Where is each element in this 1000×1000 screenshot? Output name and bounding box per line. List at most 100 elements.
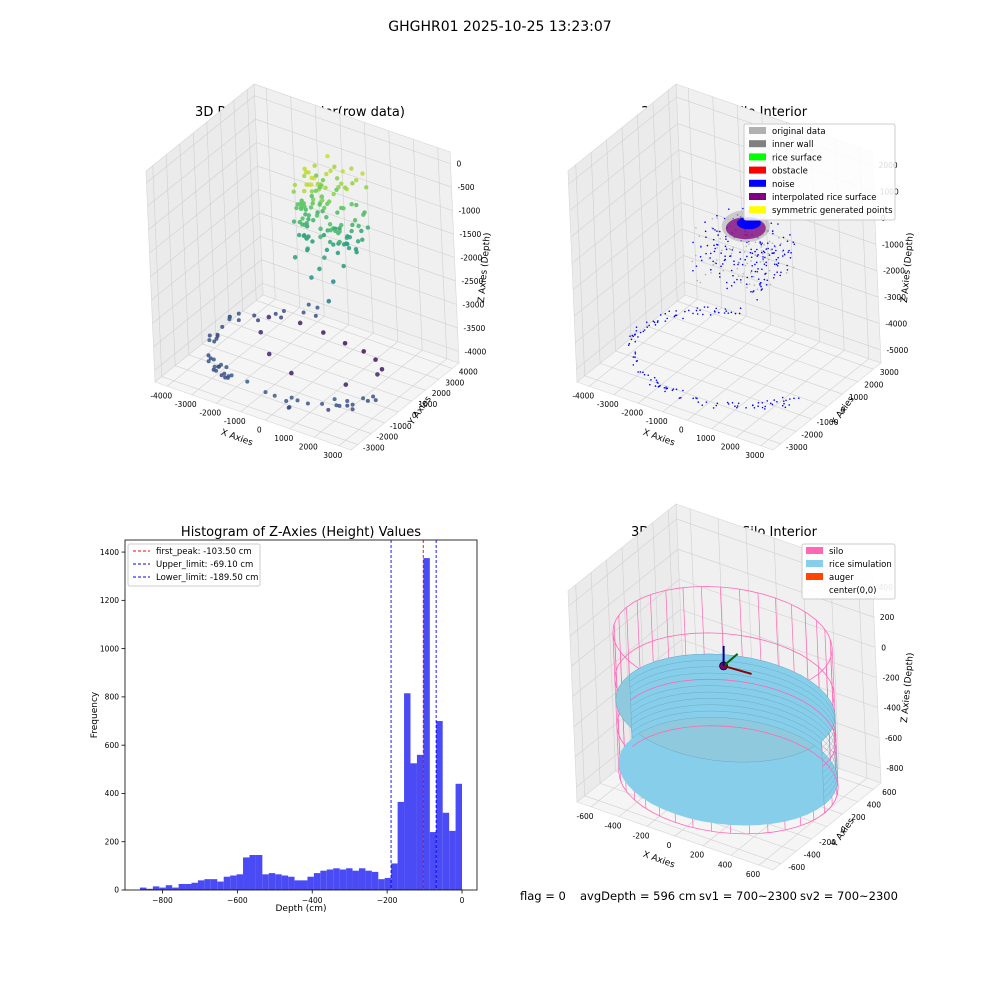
gridline: [637, 115, 647, 327]
noise-point: [751, 275, 753, 278]
noise-point: [699, 255, 702, 258]
noise-point: [647, 374, 650, 376]
gridline: [682, 228, 879, 298]
noise-point: [753, 275, 755, 278]
panel-simulation-xlabel: X Axies: [641, 850, 676, 871]
y-tick-label: 600: [105, 741, 120, 750]
noise-point: [768, 269, 771, 272]
z-tick-label: 200: [880, 613, 895, 622]
y-tick-label: 0: [841, 826, 846, 835]
gridline: [572, 609, 681, 697]
data-point: [306, 213, 312, 218]
gridline: [257, 165, 454, 235]
noise-point: [634, 351, 637, 353]
noise-point: [629, 335, 631, 337]
noise-point: [757, 405, 759, 407]
legend-frame: [801, 543, 896, 600]
noise-point: [688, 309, 690, 312]
legend-swatch: [749, 206, 766, 214]
y-tick-label: 600: [882, 788, 897, 797]
noise-point: [628, 342, 631, 345]
hist-bar: [455, 783, 463, 890]
data-point: [256, 318, 261, 323]
data-point: [350, 402, 355, 407]
data-point: [216, 364, 221, 369]
x-tick-label: −800: [152, 896, 173, 905]
hist-bar: [197, 880, 205, 890]
legend-swatch: [749, 179, 766, 187]
gridline: [680, 609, 877, 678]
legend-label: obstacle: [772, 167, 808, 177]
noise-point: [748, 243, 750, 246]
silo-wire: [831, 648, 839, 788]
noise-point: [763, 278, 766, 281]
noise-point: [716, 214, 718, 217]
panel-histogram-vlines: [390, 540, 437, 890]
data-point: [302, 173, 307, 179]
noise-point: [771, 252, 773, 254]
panel-classify-xlabel: X Axies: [641, 428, 676, 449]
noise-point: [772, 277, 775, 279]
noise-point: [725, 248, 728, 251]
legend-label: symmetric generated points: [772, 206, 893, 216]
hist-bar: [449, 830, 456, 890]
noise-point: [632, 356, 635, 358]
data-point: [296, 232, 302, 238]
noise-point: [665, 387, 667, 390]
noise-point: [763, 251, 766, 254]
noise-point: [739, 258, 742, 260]
gridline: [314, 350, 423, 438]
gridline: [258, 189, 455, 258]
data-point: [272, 393, 277, 398]
noise-point: [737, 263, 739, 266]
legend-label: interpolated rice surface: [772, 193, 877, 203]
gridline: [191, 307, 300, 395]
gridline: [254, 95, 451, 165]
hist-bar: [139, 887, 147, 890]
data-point: [360, 237, 365, 242]
y-tick-label: 1400: [100, 548, 119, 557]
noise-point: [714, 311, 716, 313]
noise-point: [649, 383, 651, 386]
data-point: [335, 210, 340, 215]
noise-point: [744, 264, 747, 267]
z-tick-label: 0: [881, 643, 886, 652]
noise-point: [697, 401, 700, 403]
hist-bar: [281, 875, 289, 890]
data-point: [317, 266, 322, 272]
noise-point: [797, 397, 800, 399]
noise-point: [642, 371, 644, 374]
gridline: [265, 333, 374, 421]
data-point: [352, 218, 358, 223]
noise-point: [727, 240, 729, 243]
hist-bar: [255, 855, 263, 890]
gridline: [215, 332, 412, 402]
hist-bar: [436, 721, 443, 890]
gridline: [572, 202, 682, 290]
hist-bar: [204, 879, 211, 890]
noise-point: [777, 237, 780, 239]
noise-point: [737, 261, 740, 263]
z-tick-label: -5000: [886, 346, 908, 355]
gridline: [684, 281, 881, 351]
noise-point: [721, 249, 723, 252]
y-tick-label: 800: [105, 693, 120, 702]
noise-point: [700, 246, 702, 248]
data-point: [337, 239, 342, 245]
hist-bar: [178, 883, 186, 890]
legend-label: auger: [829, 573, 854, 583]
noise-point: [713, 250, 716, 253]
noise-point: [776, 264, 779, 267]
data-point: [337, 403, 342, 408]
panel-histogram-xlabel: Depth (cm): [275, 904, 326, 914]
data-point: [304, 221, 309, 226]
legend-label: noise: [772, 180, 795, 190]
noise-point: [734, 312, 737, 315]
noise-point: [657, 320, 659, 322]
gridline: [147, 118, 256, 207]
data-point: [266, 314, 272, 320]
gridline: [261, 259, 458, 329]
noise-point: [731, 249, 734, 251]
noise-point: [738, 312, 741, 315]
data-point: [360, 171, 365, 176]
